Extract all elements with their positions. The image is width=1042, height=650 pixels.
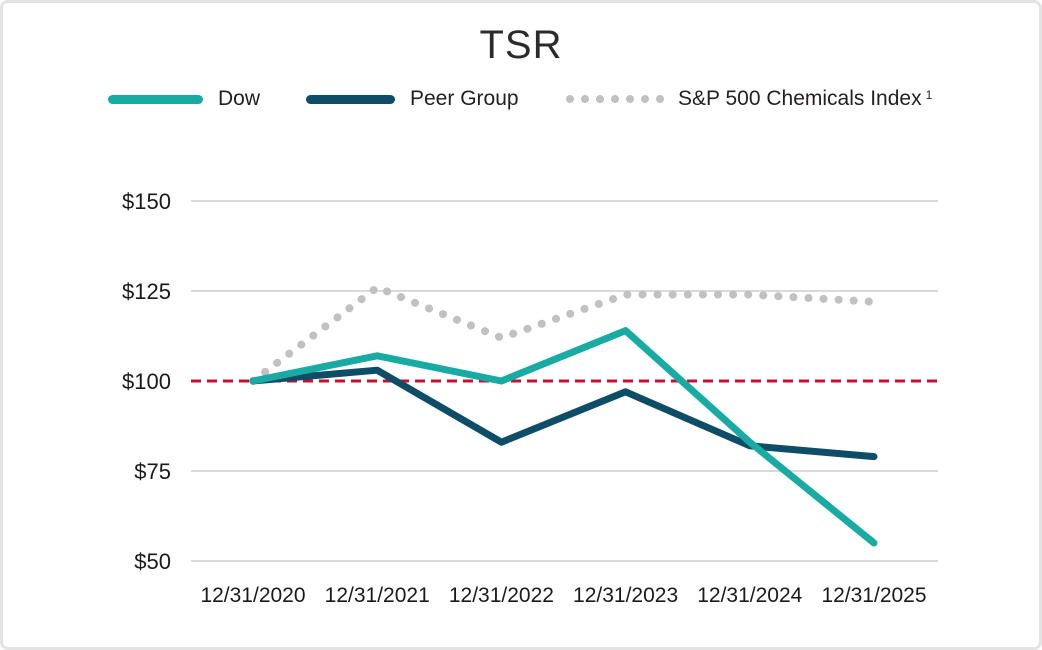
legend: Dow Peer Group S&P 500 Chemicals Index 1 (3, 85, 1039, 113)
x-tick-label: 12/31/2021 (325, 584, 430, 607)
plot-area: $150 $125 $100 $75 $50 12/31/2020 12/31/2021 12… (122, 189, 938, 607)
x-tick-label: 12/31/2020 (200, 584, 305, 607)
y-tick-label: $100 (122, 369, 171, 394)
legend-label-peer-group: Peer Group (410, 87, 519, 110)
series-line-dow (249, 327, 878, 547)
peer-group-line-swatch (306, 94, 395, 104)
y-tick-label: $150 (122, 189, 171, 214)
y-tick-label: $75 (134, 459, 171, 484)
y-tick-label: $125 (122, 279, 171, 304)
dow-line-swatch (108, 94, 203, 104)
y-tick-label: $50 (134, 549, 171, 574)
legend-item-sp500-chemicals: S&P 500 Chemicals Index 1 (566, 85, 932, 113)
x-tick-label: 12/31/2025 (821, 584, 926, 607)
x-tick-label: 12/31/2022 (449, 584, 554, 607)
legend-item-peer-group: Peer Group (306, 85, 519, 113)
legend-label-sp500-chemicals: S&P 500 Chemicals Index 1 (678, 87, 933, 110)
legend-label-dow: Dow (218, 87, 261, 110)
x-tick-label: 12/31/2024 (697, 584, 802, 607)
footnote-marker: 1 (925, 88, 933, 102)
x-tick-label: 12/31/2023 (573, 584, 678, 607)
legend-item-dow: Dow (108, 85, 260, 113)
series-line-s-p-500-chemicals-index (249, 283, 878, 385)
sp500-chemicals-dotted-swatch (566, 95, 666, 103)
chart-title: TSR (479, 23, 563, 67)
series-line-peer-group (249, 366, 878, 461)
